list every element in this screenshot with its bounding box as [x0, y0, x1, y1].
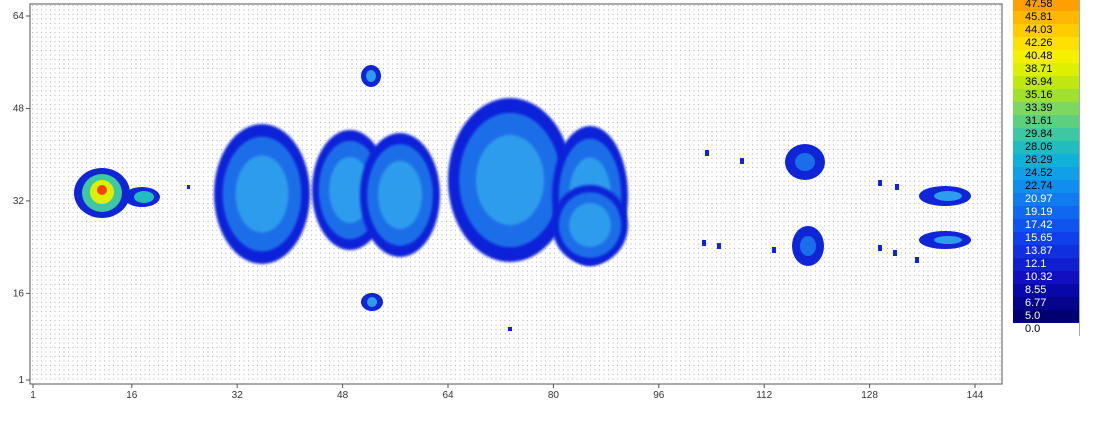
hotspot-blob-core: [475, 134, 545, 226]
heatmap-plot: 1 16 32 48 64 80 96 112 128 144 64 48 32 16 1: [13, 3, 1003, 401]
y-axis-ticks: 64 48 32 16 1: [13, 11, 30, 386]
x-tick-label: 112: [756, 390, 772, 401]
hotspot-dot: [508, 327, 512, 331]
legend-entry: 24.52: [1013, 167, 1080, 180]
legend-entry: 12.1: [1013, 258, 1080, 271]
y-tick-label: 64: [13, 11, 25, 22]
legend-entry: 45.81: [1013, 11, 1080, 24]
legend-entry: 38.71: [1013, 63, 1080, 76]
legend-entry: 8.55: [1013, 284, 1080, 297]
hotspot-dot: [717, 243, 721, 249]
hotspot-blob-core: [235, 155, 289, 233]
legend-entry: 17.42: [1013, 219, 1080, 232]
legend-entry: 0.0: [1013, 323, 1080, 336]
hotspot-blob-core: [800, 236, 816, 256]
hotspot-blob-core: [795, 153, 815, 171]
hotspot-dot: [187, 185, 190, 189]
y-tick-label: 32: [13, 196, 25, 207]
x-tick-label: 128: [861, 390, 878, 401]
legend-entry: 47.58: [1013, 0, 1080, 11]
legend-entry: 42.26: [1013, 37, 1080, 50]
hotspot-blob-core: [367, 297, 377, 307]
legend-entry: 5.0: [1013, 310, 1080, 323]
legend-entry: 33.39: [1013, 102, 1080, 115]
hotspot-blob-core: [934, 236, 962, 244]
hotspot-blob-core: [569, 203, 611, 247]
y-tick-label: 48: [13, 103, 25, 114]
y-tick-label: 1: [18, 375, 24, 386]
hotspot-dot: [878, 180, 882, 186]
hotspot-dot: [878, 245, 882, 251]
legend-entry: 26.29: [1013, 154, 1080, 167]
x-tick-label: 48: [337, 390, 349, 401]
hotspot-dot: [705, 150, 709, 156]
hotspot-dot: [915, 257, 919, 263]
hotspot-dot: [702, 240, 706, 246]
legend-entry: 28.06: [1013, 141, 1080, 154]
legend-entry: 29.84: [1013, 128, 1080, 141]
color-legend: 47.58 45.81 44.03 42.26 40.48 38.71 36.94 35.16…: [1013, 0, 1080, 446]
hotspot-blob-core: [934, 191, 962, 201]
x-axis-ticks: 1 16 32 48 64 80 96 112 128 144: [30, 384, 984, 401]
hotspot-blobs: [74, 65, 971, 331]
legend-entry: 19.19: [1013, 206, 1080, 219]
hotspot-blob-core: [366, 70, 376, 82]
x-tick-label: 64: [442, 390, 454, 401]
legend-entry: 10.32: [1013, 271, 1080, 284]
x-tick-label: 96: [653, 390, 665, 401]
legend-entry: 36.94: [1013, 76, 1080, 89]
hotspot-blob-core: [329, 157, 371, 223]
hotspot-dot: [740, 158, 744, 164]
x-tick-label: 144: [967, 390, 984, 401]
hotspot-dot: [893, 250, 897, 256]
hotspot-blob-core: [378, 160, 422, 230]
legend-entry: 40.48: [1013, 50, 1080, 63]
legend-entry: 13.87: [1013, 245, 1080, 258]
hotspot-dot: [895, 184, 899, 190]
x-tick-label: 16: [126, 390, 138, 401]
legend-entry: 15.65: [1013, 232, 1080, 245]
legend-entry: 6.77: [1013, 297, 1080, 310]
legend-entry: 44.03: [1013, 24, 1080, 37]
hotspot-peak-center: [97, 185, 107, 195]
x-tick-label: 80: [548, 390, 560, 401]
x-tick-label: 1: [30, 390, 36, 401]
legend-entry: 20.97: [1013, 193, 1080, 206]
x-tick-label: 32: [232, 390, 244, 401]
legend-entry: 35.16: [1013, 89, 1080, 102]
legend-entry: 31.61: [1013, 115, 1080, 128]
hotspot-dot: [772, 247, 776, 253]
hotspot-blob-core: [134, 191, 154, 203]
legend-entry: 22.74: [1013, 180, 1080, 193]
y-tick-label: 16: [13, 288, 25, 299]
